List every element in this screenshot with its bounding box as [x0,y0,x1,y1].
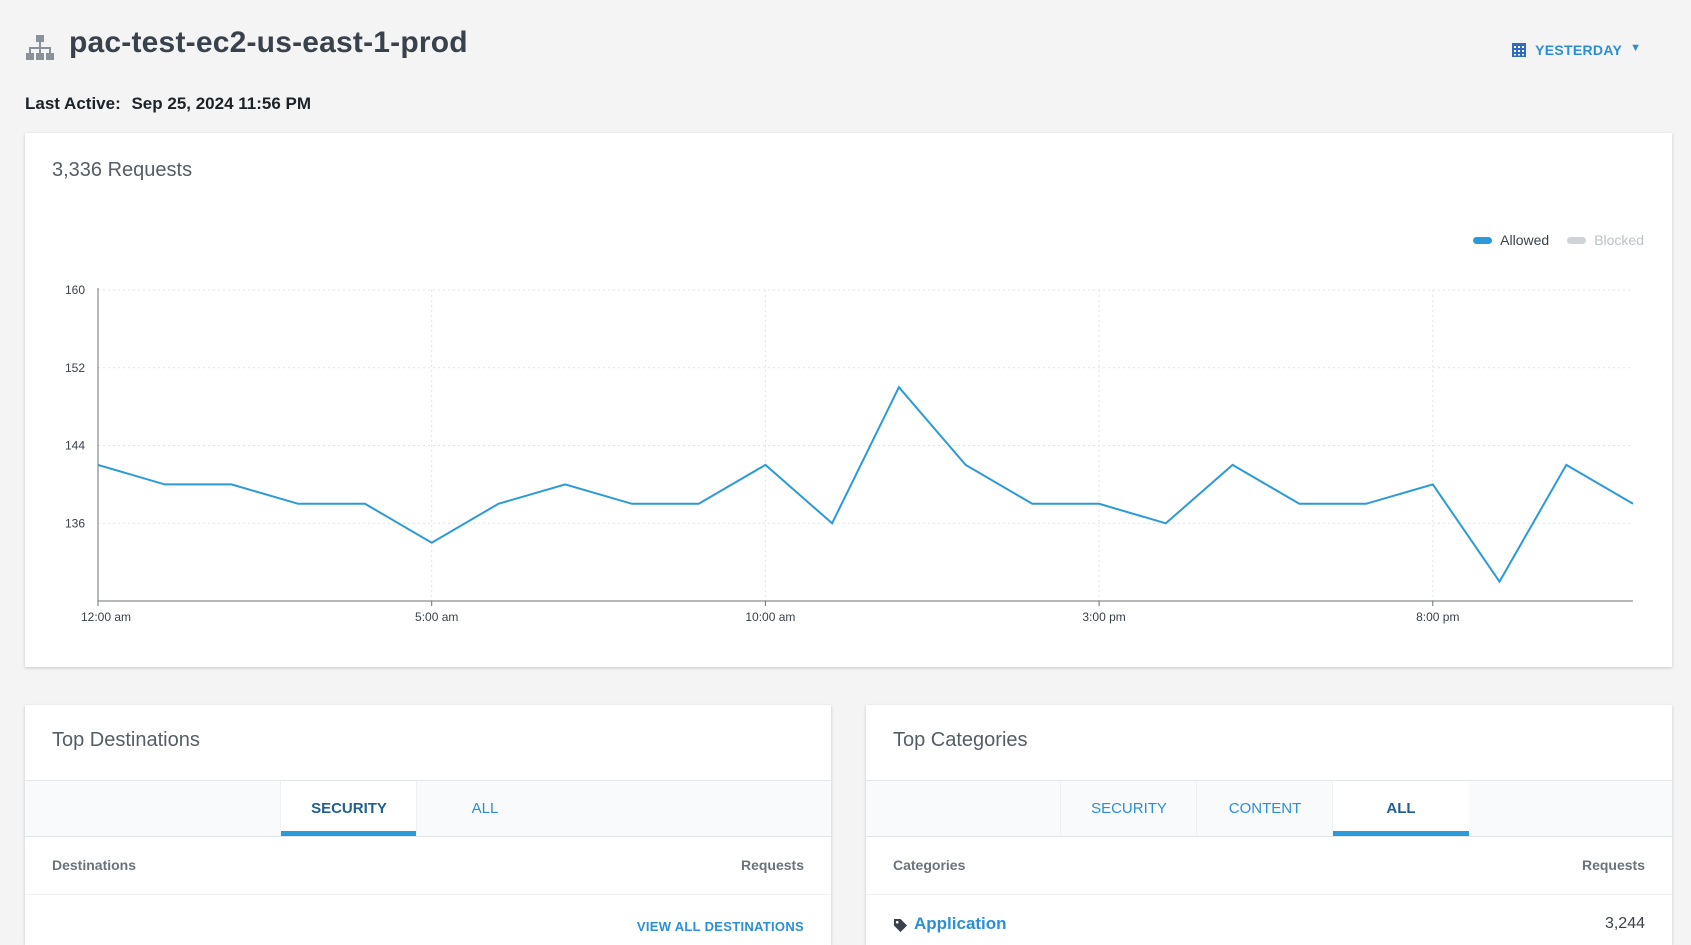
top-categories-tabs: SECURITY CONTENT ALL [866,780,1672,837]
x-tick-label: 3:00 pm [1082,610,1125,624]
top-categories-title: Top Categories [893,729,1028,752]
last-active-label: Last Active: [25,94,121,113]
series-allowed-line [98,387,1633,581]
col-requests: Requests [1582,857,1645,873]
page-title: pac-test-ec2-us-east-1-prod [69,26,468,60]
requests-line-chart: 136 144 152 160 12:00 am 5:00 am 10:00 am 3:00 … [25,133,1672,667]
x-tick-label: 5:00 am [415,610,458,624]
y-tick-label: 160 [65,283,85,297]
tab-categories-all[interactable]: ALL [1332,781,1469,836]
col-requests: Requests [741,857,804,873]
top-destinations-tabs: SECURITY ALL [25,780,831,837]
top-destinations-title: Top Destinations [52,729,200,752]
tab-categories-content[interactable]: CONTENT [1196,781,1333,836]
category-application-requests: 3,244 [1605,915,1645,933]
x-tick-label: 8:00 pm [1416,610,1459,624]
category-application-link[interactable]: Application [914,914,1007,934]
date-range-dropdown[interactable]: YESTERDAY ▼ [1511,42,1641,58]
view-all-destinations-link[interactable]: VIEW ALL DESTINATIONS [637,919,804,934]
chevron-down-icon: ▼ [1630,42,1641,54]
tag-icon [893,918,908,933]
y-tick-label: 144 [65,439,85,453]
y-tick-label: 136 [65,516,85,530]
date-range-label: YESTERDAY [1535,42,1622,58]
top-destinations-card: Top Destinations SECURITY ALL Destinatio… [25,705,831,945]
x-tick-label: 12:00 am [81,610,131,624]
col-destinations: Destinations [52,857,136,873]
table-row: Application 3,244 [893,914,1645,936]
tab-destinations-all[interactable]: ALL [416,781,553,836]
last-active: Last Active: Sep 25, 2024 11:56 PM [25,94,311,114]
col-categories: Categories [893,857,965,873]
divider [25,894,831,895]
page-header: pac-test-ec2-us-east-1-prod YESTERDAY ▼ [25,26,1666,66]
top-categories-card: Top Categories SECURITY CONTENT ALL Cate… [866,705,1672,945]
tab-destinations-security[interactable]: SECURITY [280,781,417,836]
network-icon [25,34,55,64]
x-tick-label: 10:00 am [745,610,795,624]
calendar-icon [1511,42,1527,58]
last-active-value: Sep 25, 2024 11:56 PM [131,94,311,113]
divider [866,894,1672,895]
tab-categories-security[interactable]: SECURITY [1060,781,1197,836]
y-tick-label: 152 [65,361,85,375]
